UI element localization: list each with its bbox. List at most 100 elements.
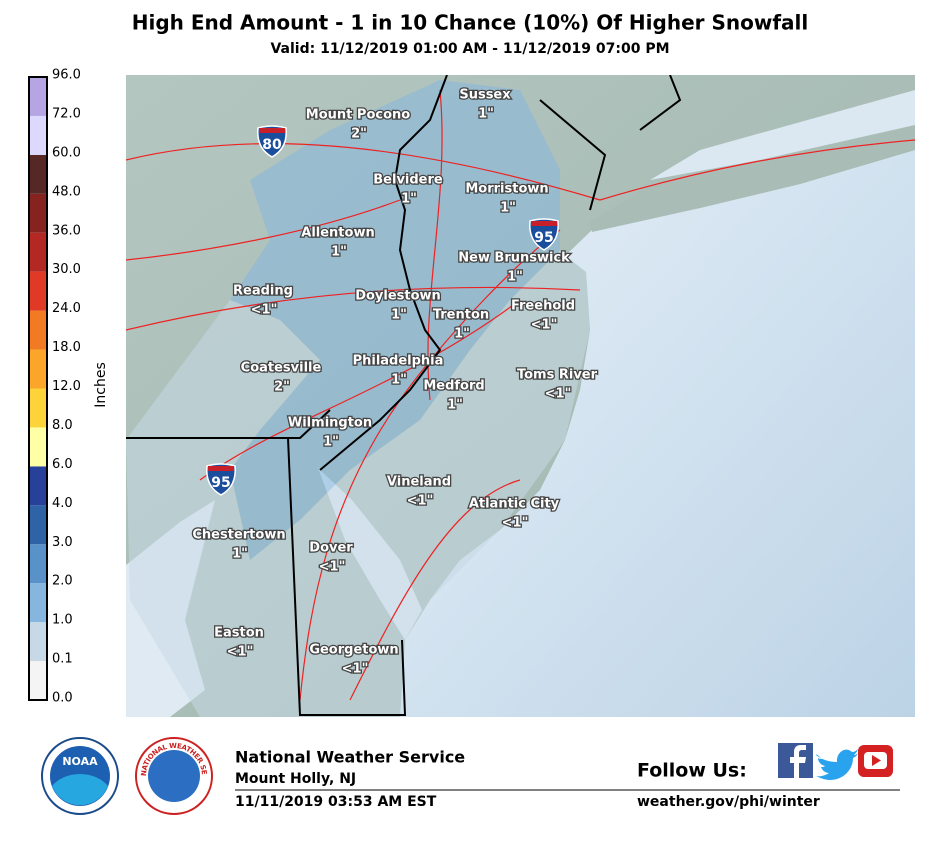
- city-name: Chestertown: [192, 528, 285, 543]
- city-amount: 1": [391, 308, 407, 323]
- city-name: Medford: [423, 379, 484, 394]
- colorbar-tick: 4.0: [52, 496, 73, 511]
- colorbar-band: [29, 115, 47, 155]
- city-name: Reading: [233, 284, 293, 299]
- colorbar-tick: 1.0: [52, 613, 73, 628]
- city-amount: <1": [319, 560, 346, 575]
- colorbar-tick: 0.1: [52, 652, 73, 667]
- colorbar-band: [29, 388, 47, 428]
- colorbar-tick: 36.0: [52, 223, 81, 238]
- colorbar-tick: 6.0: [52, 457, 73, 472]
- colorbar-band: [29, 310, 47, 350]
- city-amount: <1": [407, 494, 434, 509]
- colorbar-band: [29, 271, 47, 311]
- colorbar-band: [29, 349, 47, 389]
- subtitle: Valid: 11/12/2019 01:00 AM - 11/12/2019 …: [270, 41, 669, 57]
- colorbar-tick: 60.0: [52, 145, 81, 160]
- footer-office: Mount Holly, NJ: [235, 771, 356, 787]
- city-amount: 1": [331, 245, 347, 260]
- city-amount: 1": [232, 547, 248, 562]
- noaa-logo: NOAA: [41, 737, 119, 815]
- footer-url: weather.gov/phi/winter: [637, 794, 820, 810]
- colorbar-tick: 2.0: [52, 574, 73, 589]
- colorbar-band: [29, 154, 47, 194]
- city-name: Freehold: [511, 299, 575, 314]
- city-name: Belvidere: [373, 173, 443, 188]
- highway-number: 95: [534, 230, 553, 246]
- city-amount: 2": [274, 380, 290, 395]
- footer-org: National Weather Service: [235, 748, 465, 767]
- city-amount: 1": [447, 398, 463, 413]
- colorbar-band: [29, 544, 47, 584]
- highway-shield: [206, 463, 236, 496]
- colorbar-tick: 24.0: [52, 301, 81, 316]
- highway-shield: [529, 218, 559, 251]
- colorbar-tick: 30.0: [52, 262, 81, 277]
- city-name: Philadelphia: [353, 354, 444, 369]
- title: High End Amount - 1 in 10 Chance (10%) O…: [132, 11, 808, 35]
- city-amount: 1": [391, 373, 407, 388]
- highway-number: 80: [262, 137, 282, 153]
- colorbar-band: [29, 622, 47, 662]
- city-name: New Brunswick: [458, 251, 570, 266]
- colorbar-band: [29, 232, 47, 272]
- city-amount: <1": [502, 516, 529, 531]
- colorbar-band: [29, 583, 47, 623]
- city-name: Vineland: [387, 475, 451, 490]
- noaa-text: NOAA: [62, 755, 98, 768]
- city-name: Trenton: [433, 308, 489, 323]
- colorbar-frame: [28, 76, 48, 701]
- highway-shield-top: [208, 466, 234, 471]
- colorbar: 0.0 0.1 1.0 2.0 3.0 4.0 6.0 8.0 12.0 18.0 24.0 30.0…: [28, 68, 81, 706]
- city-amount: <1": [227, 645, 254, 660]
- highway-number: 95: [211, 475, 230, 491]
- youtube-icon[interactable]: [858, 745, 893, 777]
- city-name: Sussex: [459, 88, 511, 103]
- city-amount: 1": [323, 435, 339, 450]
- city-name: Dover: [309, 541, 353, 556]
- colorbar-tick: 3.0: [52, 535, 73, 550]
- city-amount: 1": [507, 270, 523, 285]
- colorbar-tick: 18.0: [52, 340, 81, 355]
- city-name: Allentown: [301, 226, 374, 241]
- city-amount: 1": [454, 327, 470, 342]
- colorbar-tick: 8.0: [52, 418, 73, 433]
- highway-shield-top: [259, 128, 285, 133]
- city-name: Wilmington: [288, 416, 372, 431]
- map: [126, 75, 915, 717]
- city-name: Toms River: [517, 368, 598, 383]
- footer-issued: 11/11/2019 03:53 AM EST: [235, 794, 437, 810]
- city-name: Atlantic City: [469, 497, 560, 512]
- city-amount: <1": [251, 303, 278, 318]
- colorbar-band: [29, 193, 47, 233]
- city-name: Easton: [214, 626, 264, 641]
- city-amount: 1": [478, 107, 494, 122]
- colorbar-band: [29, 77, 47, 116]
- colorbar-tick: 96.0: [52, 68, 81, 83]
- city-amount: 1": [401, 192, 417, 207]
- colorbar-tick: 12.0: [52, 379, 81, 394]
- colorbar-band: [29, 661, 47, 700]
- city-name: Mount Pocono: [306, 108, 410, 123]
- colorbar-band: [29, 466, 47, 506]
- city-amount: <1": [342, 662, 369, 677]
- follow-us: Follow Us:: [637, 760, 747, 782]
- twitter-icon[interactable]: [816, 749, 858, 780]
- city-amount: <1": [545, 387, 572, 402]
- city-name: Coatesville: [241, 361, 322, 376]
- city-amount: <1": [531, 318, 558, 333]
- colorbar-band: [29, 427, 47, 467]
- colorbar-tick: 0.0: [52, 691, 73, 706]
- colorbar-band: [29, 505, 47, 545]
- colorbar-label: Inches: [93, 362, 109, 407]
- city-name: Morristown: [465, 182, 548, 197]
- city-amount: 2": [351, 127, 367, 142]
- city-name: Georgetown: [309, 643, 398, 658]
- facebook-icon[interactable]: [778, 743, 813, 778]
- highway-shield-top: [531, 221, 557, 226]
- highway-shield: [257, 125, 287, 158]
- colorbar-tick: 48.0: [52, 184, 81, 199]
- city-amount: 1": [500, 201, 516, 216]
- colorbar-tick: 72.0: [52, 106, 81, 121]
